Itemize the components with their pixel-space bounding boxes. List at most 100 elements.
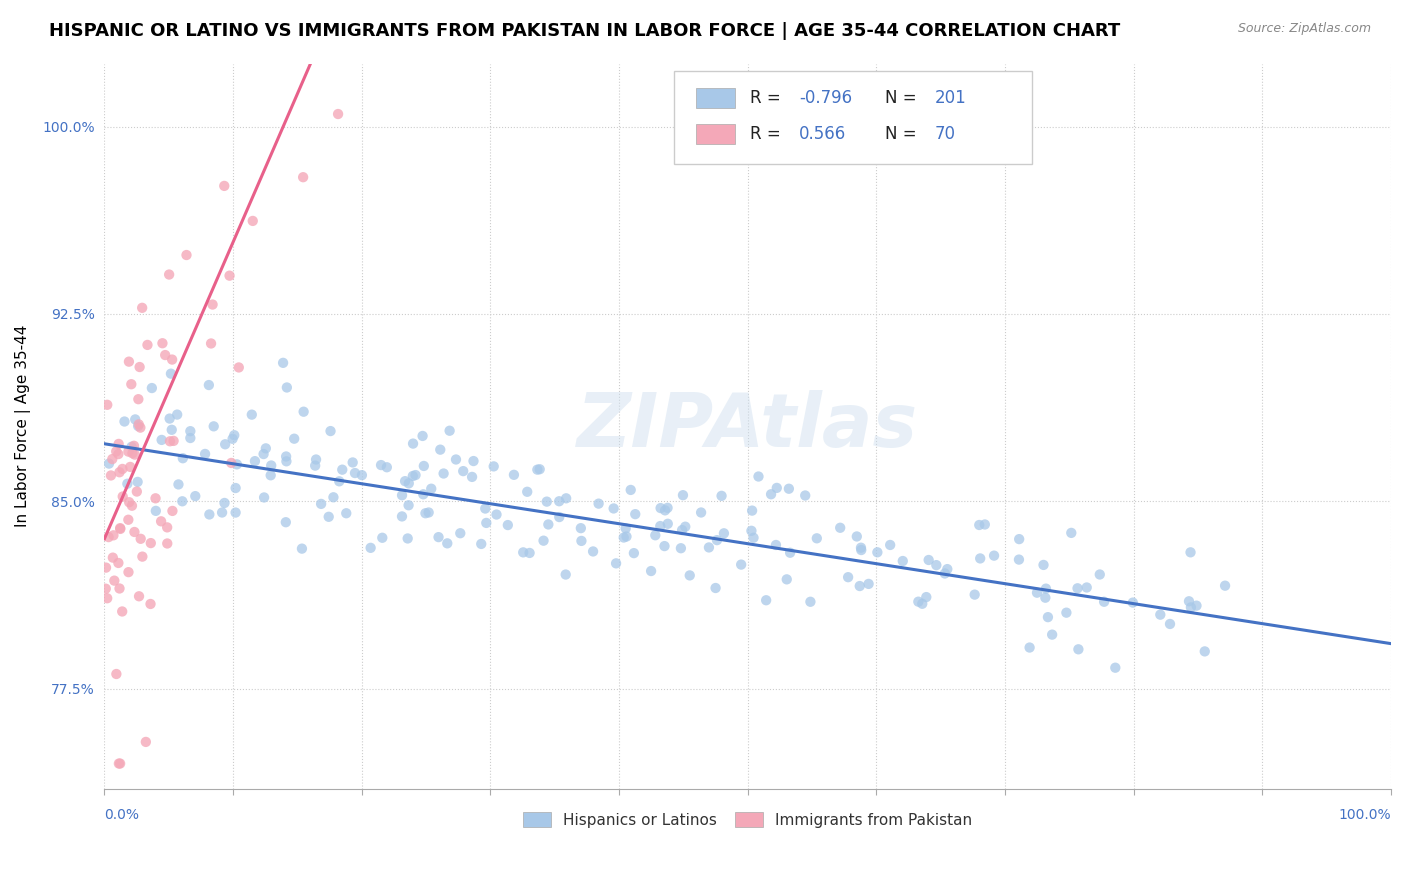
Point (1035, 582, 1057, 596)
Point (141, 381, 163, 395)
Point (159, 434, 181, 449)
Point (101, 550, 124, 565)
Point (136, 338, 159, 352)
Point (1008, 552, 1031, 566)
Point (218, 268, 240, 283)
Point (759, 487, 782, 501)
FancyBboxPatch shape (696, 124, 735, 145)
Point (917, 553, 939, 567)
Point (375, 460, 398, 475)
Point (135, 735, 157, 749)
Point (713, 526, 735, 541)
Point (1194, 644, 1216, 658)
Point (519, 546, 541, 560)
Point (704, 581, 727, 595)
Point (654, 503, 676, 517)
Point (613, 531, 636, 545)
Point (145, 491, 167, 506)
Point (779, 546, 801, 560)
Point (172, 451, 194, 466)
Point (449, 526, 471, 541)
Point (433, 467, 456, 481)
Point (963, 588, 986, 602)
Point (1122, 596, 1144, 610)
Text: HISPANIC OR LATINO VS IMMIGRANTS FROM PAKISTAN IN LABOR FORCE | AGE 35-44 CORREL: HISPANIC OR LATINO VS IMMIGRANTS FROM PA… (49, 22, 1121, 40)
Point (624, 507, 647, 521)
Point (219, 456, 242, 470)
Point (131, 301, 153, 315)
Point (1076, 581, 1098, 595)
Point (605, 557, 627, 571)
Y-axis label: In Labor Force | Age 35-44: In Labor Force | Age 35-44 (15, 325, 31, 527)
Point (526, 463, 548, 477)
Point (198, 378, 221, 392)
Point (139, 536, 162, 550)
Point (1026, 585, 1049, 599)
Point (1033, 591, 1056, 605)
Point (160, 352, 183, 367)
Point (845, 529, 868, 543)
Point (221, 432, 243, 446)
Point (1036, 610, 1059, 624)
Point (533, 533, 555, 548)
Text: N =: N = (886, 126, 922, 144)
Point (127, 392, 149, 407)
Point (129, 420, 152, 434)
Point (343, 466, 366, 480)
Point (214, 437, 236, 451)
Point (184, 489, 207, 503)
Point (242, 214, 264, 228)
Point (121, 440, 143, 454)
Point (335, 506, 357, 520)
Point (730, 558, 752, 572)
Point (554, 567, 576, 582)
Point (439, 424, 461, 438)
Point (571, 533, 593, 548)
Point (1149, 607, 1171, 622)
Point (124, 524, 146, 539)
Point (101, 452, 124, 467)
FancyBboxPatch shape (675, 71, 1032, 164)
Point (160, 367, 183, 381)
Point (427, 530, 450, 544)
Point (806, 531, 828, 545)
Point (253, 491, 276, 505)
Point (226, 458, 249, 472)
Point (127, 419, 149, 434)
Point (254, 442, 277, 456)
Point (398, 476, 420, 491)
Text: -0.796: -0.796 (799, 89, 852, 107)
Text: 201: 201 (934, 89, 966, 107)
Point (198, 508, 221, 522)
Point (100, 468, 122, 483)
Point (474, 501, 496, 516)
Point (1104, 661, 1126, 675)
Point (274, 515, 297, 529)
Point (640, 564, 662, 578)
Point (778, 482, 800, 496)
Point (166, 408, 188, 422)
Point (650, 501, 672, 516)
Point (415, 506, 437, 520)
Text: R =: R = (751, 89, 786, 107)
Point (103, 528, 125, 542)
Point (108, 465, 131, 479)
Point (548, 510, 571, 524)
Point (108, 756, 131, 771)
Point (276, 450, 298, 464)
Text: 70: 70 (934, 126, 955, 144)
Point (167, 477, 190, 491)
Point (396, 532, 419, 546)
Point (370, 458, 392, 472)
Point (1185, 599, 1208, 613)
Point (107, 556, 129, 570)
Point (110, 522, 132, 536)
Point (485, 508, 508, 522)
Point (740, 524, 762, 538)
Point (657, 516, 679, 531)
Point (318, 509, 340, 524)
Point (398, 498, 420, 512)
Point (1159, 617, 1181, 632)
Point (122, 439, 145, 453)
Point (776, 573, 799, 587)
